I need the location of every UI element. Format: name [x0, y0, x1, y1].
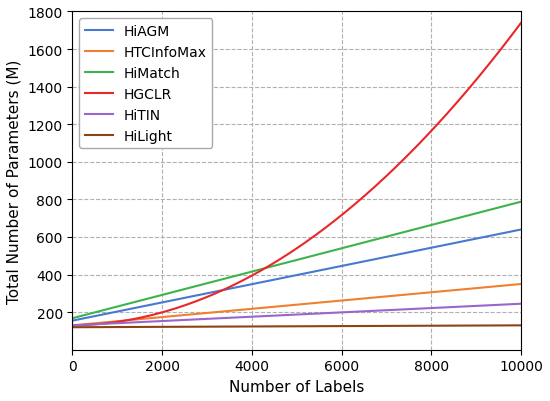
- HTCInfoMax: [518, 282, 524, 287]
- HiTIN: [287, 313, 294, 318]
- Line: HiLight: HiLight: [73, 326, 521, 327]
- HTCInfoMax: [69, 323, 76, 328]
- HGCLR: [92, 322, 98, 327]
- Line: HGCLR: HGCLR: [73, 24, 521, 326]
- HiAGM: [422, 247, 429, 252]
- HiAGM: [92, 314, 98, 319]
- HGCLR: [69, 323, 76, 328]
- HiLight: [92, 325, 98, 330]
- HiLight: [422, 324, 429, 328]
- Line: HiAGM: HiAGM: [73, 230, 521, 321]
- HiMatch: [422, 225, 429, 229]
- Y-axis label: Total Number of Parameters (M): Total Number of Parameters (M): [7, 59, 22, 303]
- HiTIN: [92, 322, 98, 327]
- HiAGM: [505, 230, 512, 235]
- HGCLR: [504, 38, 511, 43]
- HiAGM: [276, 277, 282, 282]
- Line: HiTIN: HiTIN: [73, 304, 521, 326]
- HiTIN: [422, 306, 429, 311]
- HTCInfoMax: [276, 304, 282, 309]
- HiLight: [69, 325, 76, 330]
- HiTIN: [504, 302, 511, 307]
- HGCLR: [287, 250, 294, 255]
- HiAGM: [69, 318, 76, 323]
- HiTIN: [276, 313, 282, 318]
- HiLight: [505, 323, 512, 328]
- HiLight: [518, 323, 524, 328]
- HGCLR: [422, 135, 429, 140]
- HiTIN: [505, 302, 512, 307]
- HiTIN: [69, 323, 76, 328]
- HTCInfoMax: [505, 283, 512, 288]
- HiMatch: [287, 259, 294, 264]
- HiMatch: [518, 200, 524, 205]
- HiMatch: [276, 263, 282, 267]
- HGCLR: [276, 258, 282, 263]
- HTCInfoMax: [504, 283, 511, 288]
- HiAGM: [287, 274, 294, 279]
- HiLight: [276, 324, 282, 329]
- HTCInfoMax: [287, 303, 294, 308]
- Line: HiMatch: HiMatch: [73, 202, 521, 318]
- HiTIN: [518, 302, 524, 306]
- X-axis label: Number of Labels: Number of Labels: [229, 379, 365, 394]
- HGCLR: [518, 21, 524, 26]
- HGCLR: [505, 38, 512, 43]
- HiMatch: [504, 203, 511, 208]
- HiMatch: [69, 316, 76, 321]
- HiMatch: [505, 203, 512, 208]
- HiLight: [287, 324, 294, 329]
- HTCInfoMax: [422, 291, 429, 296]
- Line: HTCInfoMax: HTCInfoMax: [73, 284, 521, 326]
- HiLight: [504, 323, 511, 328]
- HiMatch: [92, 310, 98, 315]
- HiAGM: [504, 230, 511, 235]
- Legend: HiAGM, HTCInfoMax, HiMatch, HGCLR, HiTIN, HiLight: HiAGM, HTCInfoMax, HiMatch, HGCLR, HiTIN…: [79, 19, 212, 149]
- HiAGM: [518, 227, 524, 232]
- HTCInfoMax: [92, 321, 98, 326]
